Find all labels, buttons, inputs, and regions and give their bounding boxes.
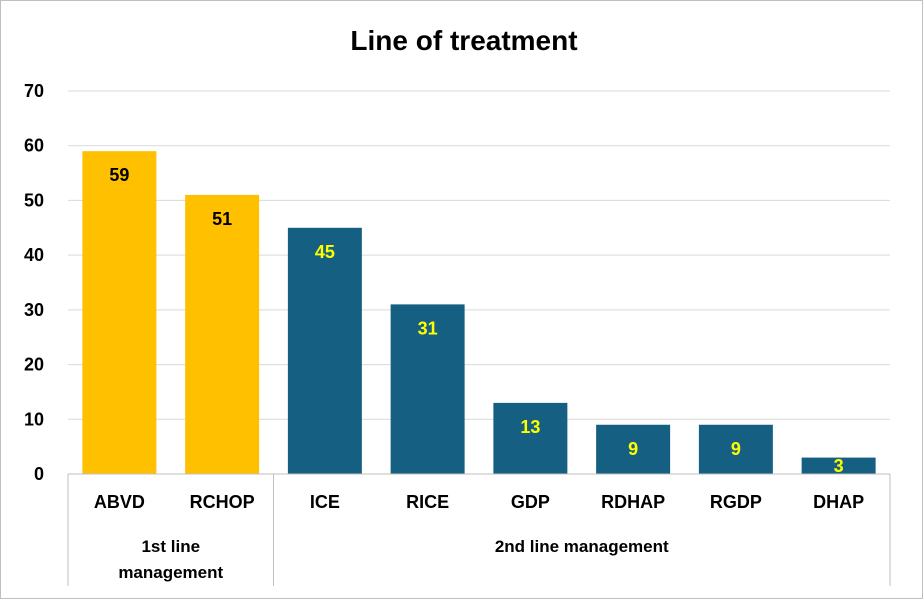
data-label: 13 <box>520 417 540 437</box>
y-tick-label: 20 <box>24 355 44 375</box>
x-tick-label: GDP <box>511 492 550 512</box>
y-axis: 0 10 20 30 40 50 60 70 <box>24 81 44 484</box>
bar-rdhap <box>596 424 671 474</box>
data-label: 31 <box>418 318 438 338</box>
x-tick-label: ABVD <box>94 492 145 512</box>
x-tick-label: RICE <box>406 492 449 512</box>
data-label: 9 <box>628 439 638 459</box>
y-tick-label: 50 <box>24 190 44 210</box>
x-tick-label: DHAP <box>813 492 864 512</box>
bar-ice <box>287 227 362 474</box>
data-label: 45 <box>315 242 335 262</box>
x-axis: ABVD RCHOP ICE RICE GDP RDHAP RGDP DHAP 1st line… <box>67 473 891 586</box>
bar-dhap <box>801 457 876 474</box>
group-label: management <box>118 563 223 582</box>
x-tick-label: ICE <box>310 492 340 512</box>
y-tick-label: 10 <box>24 409 44 429</box>
chart-title: Line of treatment <box>350 25 577 56</box>
y-tick-label: 60 <box>24 136 44 156</box>
bar-rice <box>390 304 465 474</box>
x-tick-label: RGDP <box>710 492 762 512</box>
group-label: 2nd line management <box>495 537 669 556</box>
data-label: 59 <box>109 165 129 185</box>
bar-gdp <box>493 402 568 474</box>
y-tick-label: 0 <box>34 464 44 484</box>
group-label: 1st line <box>141 537 200 556</box>
bars <box>82 151 876 474</box>
y-tick-label: 40 <box>24 245 44 265</box>
data-label: 51 <box>212 209 232 229</box>
bar-rgdp <box>698 424 773 474</box>
bar-rchop <box>185 194 260 474</box>
y-tick-label: 70 <box>24 81 44 101</box>
data-labels: 59 51 45 31 13 9 9 3 <box>109 165 843 476</box>
data-label: 9 <box>731 439 741 459</box>
x-tick-label: RDHAP <box>601 492 665 512</box>
x-tick-label: RCHOP <box>190 492 255 512</box>
data-label: 3 <box>834 456 844 476</box>
bar-abvd <box>82 151 157 474</box>
y-tick-label: 30 <box>24 300 44 320</box>
